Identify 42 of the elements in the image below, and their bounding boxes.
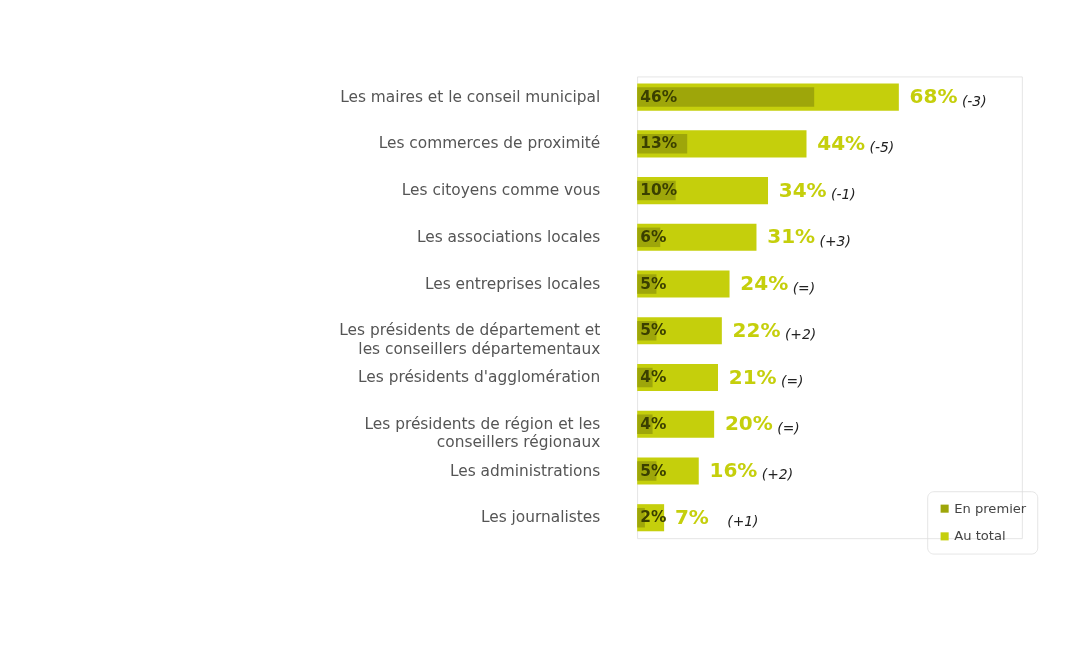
y-tick-label: Les journalistes xyxy=(480,508,601,527)
annotation: (=) xyxy=(777,419,800,436)
data-label: 7% xyxy=(674,504,709,529)
data-label: 5% xyxy=(640,321,667,340)
data-label: 16% xyxy=(709,458,758,483)
annotation: (=) xyxy=(792,279,816,296)
y-tick-label: Les commerces de proximité xyxy=(378,134,601,153)
y-tick-label: Les citoyens comme vous xyxy=(401,181,601,200)
y-tick-label: Les entreprises locales xyxy=(424,274,601,293)
y-tick-label: Les présidents d'agglomération xyxy=(357,368,601,387)
annotation: (+2) xyxy=(784,326,817,343)
data-label: 22% xyxy=(732,317,781,342)
data-label: 20% xyxy=(724,411,773,436)
data-label: 31% xyxy=(767,224,816,249)
y-tick-label: Les associations locales xyxy=(416,227,601,246)
data-label: 13% xyxy=(640,134,678,153)
y-tick-label: Les maires et le conseil municipal xyxy=(340,87,601,106)
legend-label: Au total xyxy=(954,528,1006,544)
y-tick-label: Les administrations xyxy=(449,461,601,480)
data-label: 44% xyxy=(817,131,866,156)
annotation: (=) xyxy=(781,372,804,389)
data-label: 10% xyxy=(640,181,678,200)
data-label: 4% xyxy=(640,414,667,433)
data-label: 5% xyxy=(640,274,667,293)
y-tick-label: Les présidents de département et les conseillers départementaux xyxy=(339,321,601,358)
annotation: (-1) xyxy=(831,186,856,203)
data-label: 34% xyxy=(778,177,827,202)
annotation: (-5) xyxy=(869,139,895,156)
data-label: 4% xyxy=(640,368,667,387)
y-tick-label: Les présidents de région et les conseillers régionaux xyxy=(364,414,601,452)
annotation: (-3) xyxy=(961,92,987,109)
bar xyxy=(637,87,815,107)
data-label: 21% xyxy=(728,364,777,389)
data-label: 46% xyxy=(640,87,678,106)
data-label: 24% xyxy=(740,271,789,296)
data-label: 6% xyxy=(640,227,667,246)
annotation: (+2) xyxy=(761,466,794,483)
data-label: 5% xyxy=(640,461,667,480)
data-label: 68% xyxy=(909,84,958,109)
legend-label: En premier xyxy=(954,500,1027,516)
annotation: (+3) xyxy=(819,232,851,249)
annotation: (+1) xyxy=(727,513,759,530)
